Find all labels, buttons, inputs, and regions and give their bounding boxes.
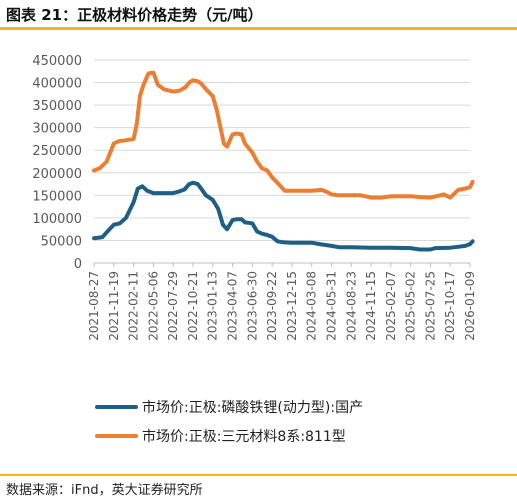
y-tick-label: 0 [74,257,82,272]
footer-rule [0,474,517,476]
x-tick-label: 2022-05-06 [146,271,160,341]
x-tick-label: 2024-05-31 [324,271,338,341]
x-tick-label: 2026-01-09 [463,271,477,341]
x-tick-label: 2025-02-07 [384,271,398,341]
y-tick-label: 100000 [32,212,82,227]
series-lines [92,70,475,252]
line-chart: 0 50000 100000 150000 200000 250000 300000 3500… [32,54,477,445]
x-tick-label: 2023-04-07 [226,271,240,341]
y-tick-label: 450000 [32,54,82,69]
x-tick-label: 2022-02-11 [127,271,141,341]
x-tick-label: 2023-06-30 [245,271,259,341]
y-tick-label: 150000 [32,189,82,204]
series-line-1 [92,180,475,252]
x-tick-label: 2023-09-22 [265,271,279,341]
x-tick-label: 2024-08-23 [344,271,358,341]
x-tick-label: 2023-01-13 [206,271,220,341]
y-axis-ticks: 0 50000 100000 150000 200000 250000 300000 3500… [32,54,82,272]
x-tick-label: 2025-05-02 [404,271,418,341]
x-tick-label: 2021-08-27 [87,271,101,341]
y-tick-label: 350000 [32,99,82,114]
x-tick-label: 2022-07-29 [166,271,180,341]
y-tick-label: 200000 [32,167,82,182]
legend-label-2: 市场价:正极:三元材料8系:811型 [142,428,346,445]
y-gridlines [94,59,470,241]
x-tick-label: 2021-11-19 [107,271,121,341]
x-tick-label: 2025-07-25 [423,271,437,341]
x-tick-label: 2025-10-17 [443,271,457,341]
y-tick-label: 300000 [32,122,82,137]
legend-label-1: 市场价:正极:磷酸铁锂(动力型):国产 [142,399,363,416]
figure-title: 图表 21：正极材料价格走势（元/吨） [6,6,263,24]
x-axis-ticks: 2021-08-27 2021-11-19 2022-02-11 2022-05-06… [87,263,477,341]
y-tick-label: 250000 [32,144,82,159]
x-tick-label: 2022-10-21 [186,271,200,341]
y-tick-label: 400000 [32,77,82,92]
data-source-note: 数据来源：iFnd，英大证券研究所 [6,483,203,498]
series-line-2 [92,70,475,200]
x-tick-label: 2024-11-15 [364,271,378,341]
x-tick-label: 2023-12-15 [285,271,299,341]
x-tick-label: 2024-03-08 [305,271,319,341]
y-tick-label: 50000 [41,234,82,249]
title-rule [0,27,517,30]
